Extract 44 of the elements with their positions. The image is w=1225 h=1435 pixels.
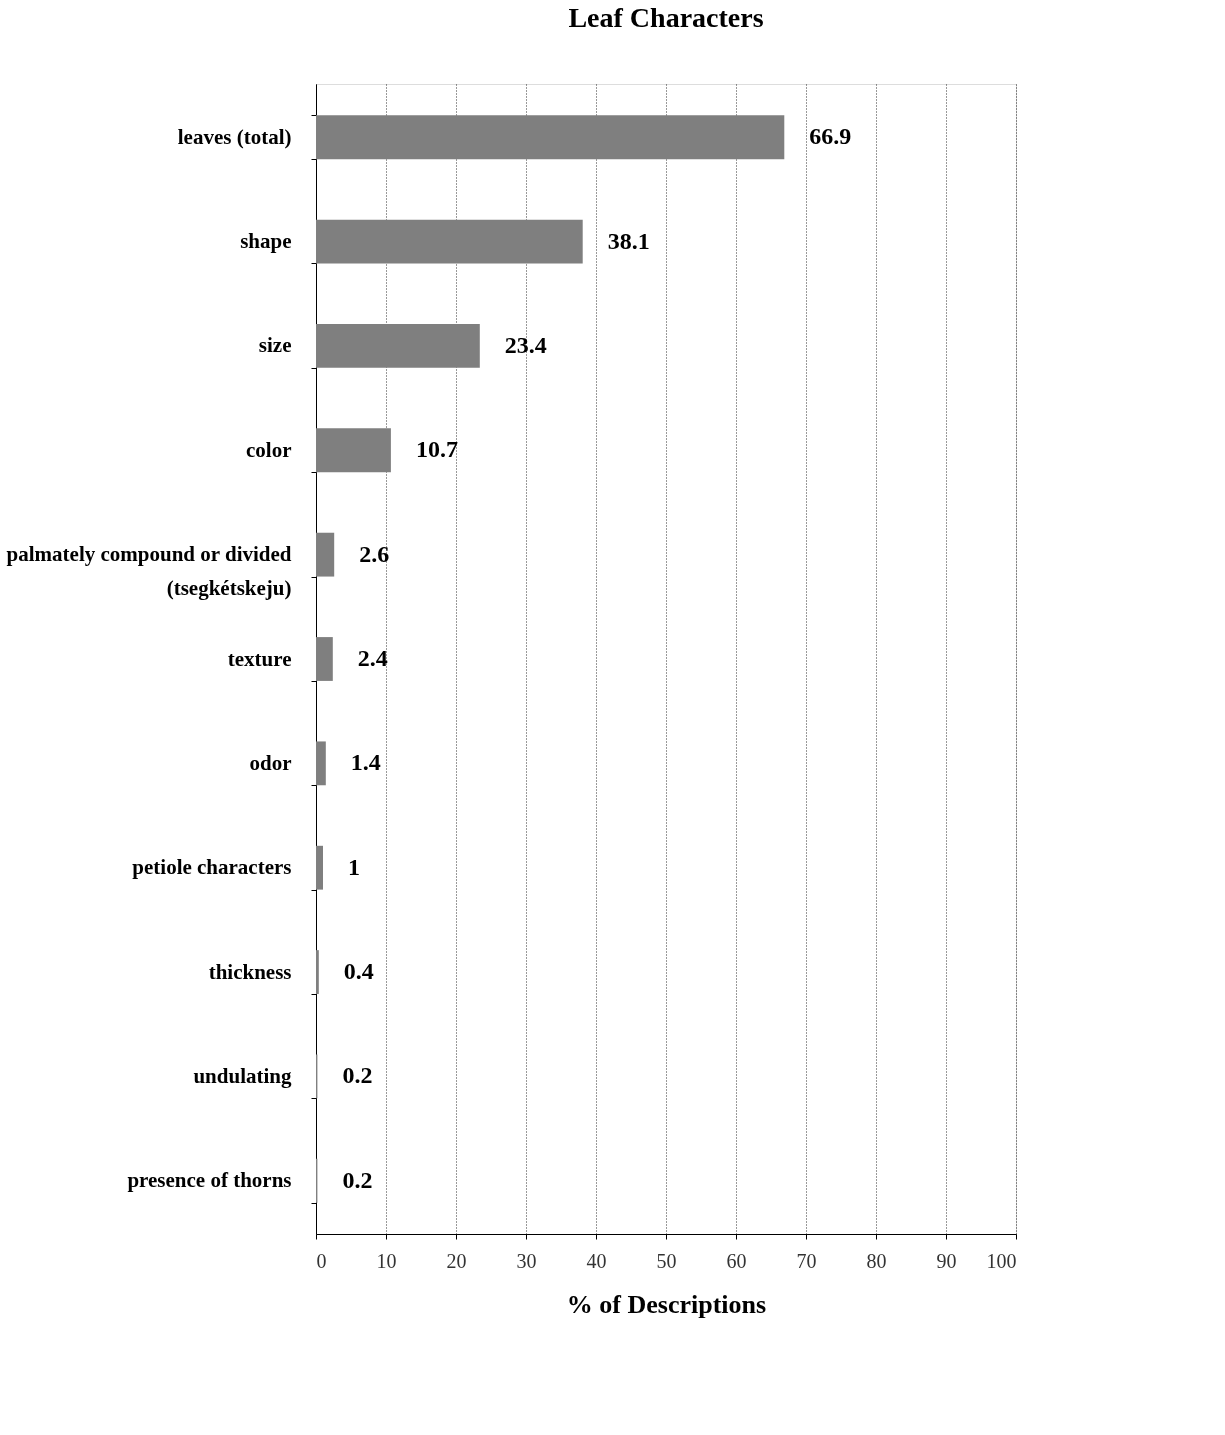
x-tick-label: 60	[726, 1249, 747, 1272]
data-label: 2.6	[359, 540, 390, 567]
x-tick-label: 90	[936, 1249, 957, 1272]
data-label: 0.2	[342, 1166, 373, 1193]
data-label: 38.1	[607, 227, 650, 254]
x-tick-label: 30	[516, 1249, 537, 1272]
data-label: 0.2	[342, 1062, 373, 1089]
x-tick-label: 100	[986, 1249, 1017, 1272]
x-tick-label: 0	[316, 1249, 327, 1272]
data-label: 2.4	[357, 645, 388, 671]
data-label: 0.4	[343, 958, 374, 985]
bar	[316, 845, 323, 890]
bar	[316, 637, 333, 681]
y-tick-label: presence of thorns	[127, 1168, 292, 1193]
bar	[316, 950, 319, 994]
y-tick-label: undulating	[193, 1063, 292, 1088]
data-label: 10.7	[415, 436, 458, 463]
y-tick-label: color	[246, 437, 292, 462]
y-tick-label: texture	[227, 646, 292, 671]
y-tick-label: leaves (total)	[177, 124, 292, 149]
data-label: 1	[348, 853, 360, 880]
y-tick-label: thickness	[208, 959, 292, 984]
x-tick-label: 50	[656, 1249, 677, 1272]
bar	[316, 115, 785, 160]
y-tick-label: size	[258, 333, 292, 358]
bar	[316, 324, 480, 368]
bar	[316, 219, 583, 264]
x-tick-label: 70	[796, 1249, 817, 1272]
x-tick-label: 10	[376, 1249, 397, 1272]
bar	[316, 741, 326, 786]
x-axis-title: % of Descriptions	[566, 1289, 767, 1319]
bar	[316, 532, 335, 577]
data-label: 1.4	[350, 749, 381, 776]
y-tick-label: petiole characters	[132, 855, 292, 880]
x-tick-label: 20	[446, 1249, 467, 1272]
chart-title: Leaf Characters	[568, 2, 764, 33]
data-label: 23.4	[504, 331, 547, 358]
bar	[316, 428, 391, 473]
y-tick-label: palmately compound or divided (tsegkétskeju)	[6, 542, 292, 601]
y-tick-label: odor	[249, 750, 292, 775]
x-tick-label: 40	[586, 1249, 607, 1272]
x-tick-label: 80	[866, 1249, 887, 1272]
data-label: 66.9	[809, 123, 852, 150]
y-tick-label: shape	[240, 229, 292, 254]
